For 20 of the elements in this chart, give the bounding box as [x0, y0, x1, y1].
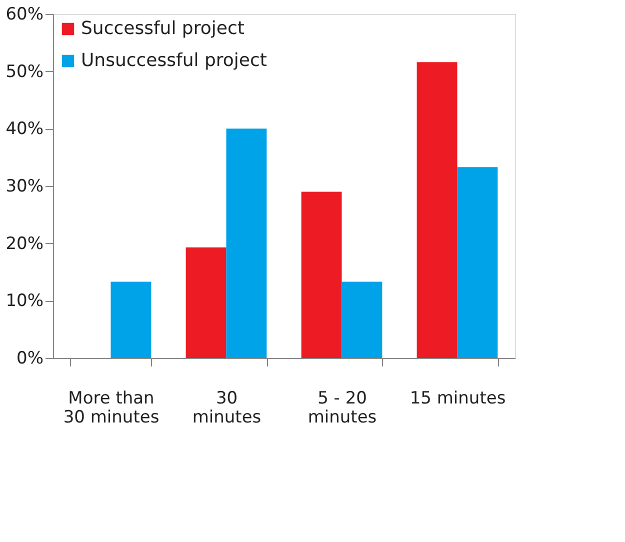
x-tick-label: 5 - 20 minutes: [308, 388, 377, 428]
bar: [457, 167, 498, 358]
bar: [301, 192, 342, 358]
y-tick-label: 10%: [6, 291, 44, 312]
bar: [416, 62, 458, 358]
bar: [226, 128, 267, 358]
legend-label: Unsuccessful project: [81, 50, 267, 71]
x-tick-label: 30 minutes: [192, 388, 262, 428]
y-tick-label: 20%: [6, 234, 44, 254]
x-tick-label: 15 minutes: [410, 388, 506, 408]
bar: [186, 247, 226, 358]
x-tick-label: More than 30 minutes: [63, 388, 160, 428]
bar: [342, 282, 382, 358]
y-tick-label: 30%: [6, 176, 44, 196]
y-tick-label: 40%: [6, 119, 44, 140]
bar: [110, 282, 152, 358]
y-tick-label: 50%: [6, 62, 44, 82]
legend-label: Successful project: [81, 18, 244, 39]
y-tick-label: 0%: [16, 348, 44, 368]
y-tick-label: 60%: [6, 4, 44, 24]
